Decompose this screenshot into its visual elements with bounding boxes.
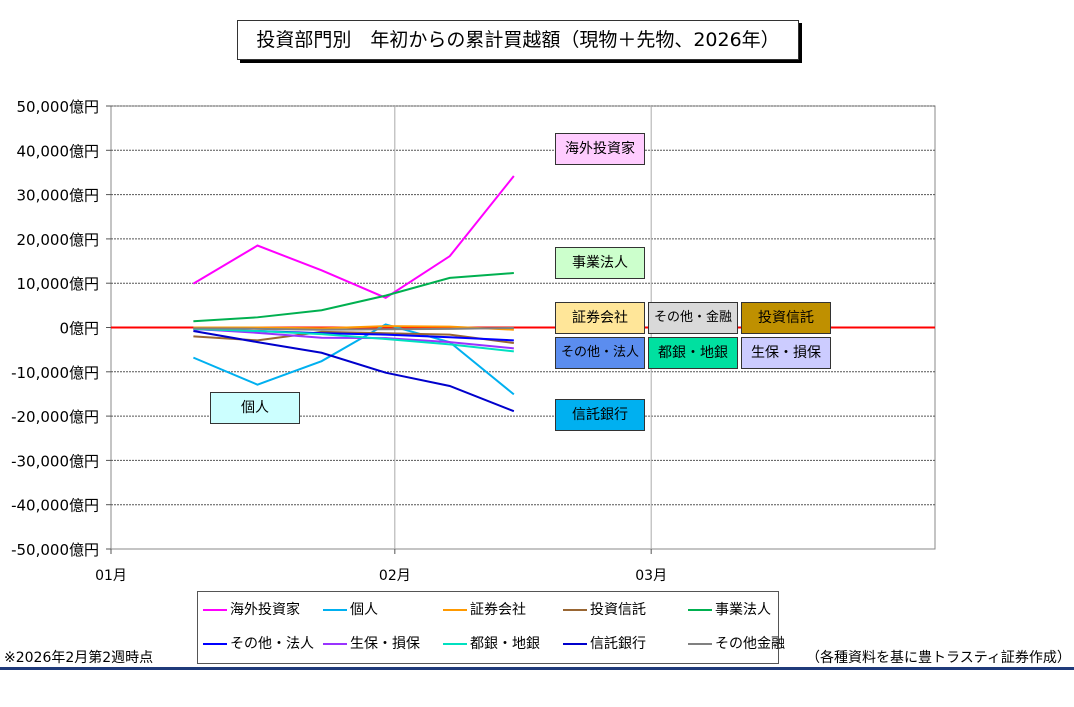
- legend-item: 証券会社: [443, 600, 526, 620]
- annotation-label: 個人: [210, 392, 300, 424]
- footnote: ※2026年2月第2週時点: [4, 650, 154, 666]
- series-line-生保・損保: [193, 327, 514, 350]
- y-tick-label: 50,000億円: [17, 98, 100, 116]
- legend-swatch: [203, 609, 227, 611]
- legend-label: 生保・損保: [350, 636, 420, 652]
- legend-item: 信託銀行: [563, 634, 646, 654]
- legend-swatch: [688, 643, 712, 645]
- annotation-label: 証券会社: [555, 302, 645, 334]
- annotation-label: 信託銀行: [555, 399, 645, 431]
- x-tick-label: 01月: [95, 568, 127, 584]
- legend-item: 投資信託: [563, 600, 646, 620]
- annotation-label: 生保・損保: [741, 337, 831, 369]
- annotation-label: その他・法人: [555, 337, 645, 369]
- series-line-都銀・地銀: [193, 327, 514, 353]
- legend-item: その他・法人: [203, 634, 314, 654]
- series-line-海外投資家: [192, 175, 515, 299]
- x-tick-label: 02月: [379, 568, 411, 584]
- legend-swatch: [563, 609, 587, 611]
- legend-label: 証券会社: [470, 602, 526, 618]
- series-line-信託銀行: [193, 330, 515, 413]
- y-tick-label: 10,000億円: [17, 275, 100, 293]
- source-note: （各種資料を基に豊トラスティ証券作成）: [806, 650, 1071, 666]
- series-line-個人: [193, 323, 515, 396]
- annotation-label: 投資信託: [741, 302, 831, 334]
- y-tick-label: 30,000億円: [17, 187, 100, 205]
- y-tick-label: -10,000億円: [11, 364, 99, 382]
- legend-label: 投資信託: [590, 602, 646, 618]
- legend-swatch: [323, 609, 347, 611]
- y-tick-label: 20,000億円: [17, 231, 100, 249]
- legend-swatch: [443, 643, 467, 645]
- y-tick-label: -30,000億円: [11, 452, 99, 470]
- legend-label: その他金融: [715, 636, 785, 652]
- legend-item: 個人: [323, 600, 378, 620]
- legend: 海外投資家 個人 証券会社 投資信託 事業法人その他・法人 生保・損保 都銀・地銀 信託銀行 そ…: [197, 591, 785, 664]
- legend-swatch: [688, 609, 712, 611]
- legend-swatch: [203, 643, 227, 645]
- series-line-事業法人: [193, 272, 514, 323]
- legend-item: 事業法人: [688, 600, 771, 620]
- annotation-label: 事業法人: [555, 247, 645, 279]
- legend-item: 都銀・地銀: [443, 634, 540, 654]
- legend-label: その他・法人: [230, 636, 314, 652]
- x-tick-label: 03月: [635, 568, 667, 584]
- legend-swatch: [563, 643, 587, 645]
- y-tick-label: -20,000億円: [11, 408, 99, 426]
- legend-label: 海外投資家: [230, 602, 300, 618]
- legend-swatch: [323, 643, 347, 645]
- annotation-label: 都銀・地銀: [648, 337, 738, 369]
- series-line-その他金融: [193, 326, 514, 331]
- chart-title: 投資部門別 年初からの累計買越額（現物＋先物、2026年）: [237, 20, 799, 60]
- legend-item: 海外投資家: [203, 600, 300, 620]
- legend-label: 個人: [350, 602, 378, 618]
- y-tick-label: 0億円: [59, 320, 99, 338]
- y-tick-label: 40,000億円: [17, 142, 100, 160]
- legend-label: 信託銀行: [590, 636, 646, 652]
- legend-label: 事業法人: [715, 602, 771, 618]
- legend-item: その他金融: [688, 634, 785, 654]
- series-line-証券会社: [193, 325, 514, 331]
- legend-swatch: [443, 609, 467, 611]
- bottom-rule: [0, 667, 1074, 670]
- y-tick-label: -50,000億円: [11, 541, 99, 559]
- y-tick-label: -40,000億円: [11, 497, 99, 515]
- legend-label: 都銀・地銀: [470, 636, 540, 652]
- legend-item: 生保・損保: [323, 634, 420, 654]
- annotation-label: その他・金融: [648, 302, 738, 334]
- annotation-label: 海外投資家: [555, 133, 645, 165]
